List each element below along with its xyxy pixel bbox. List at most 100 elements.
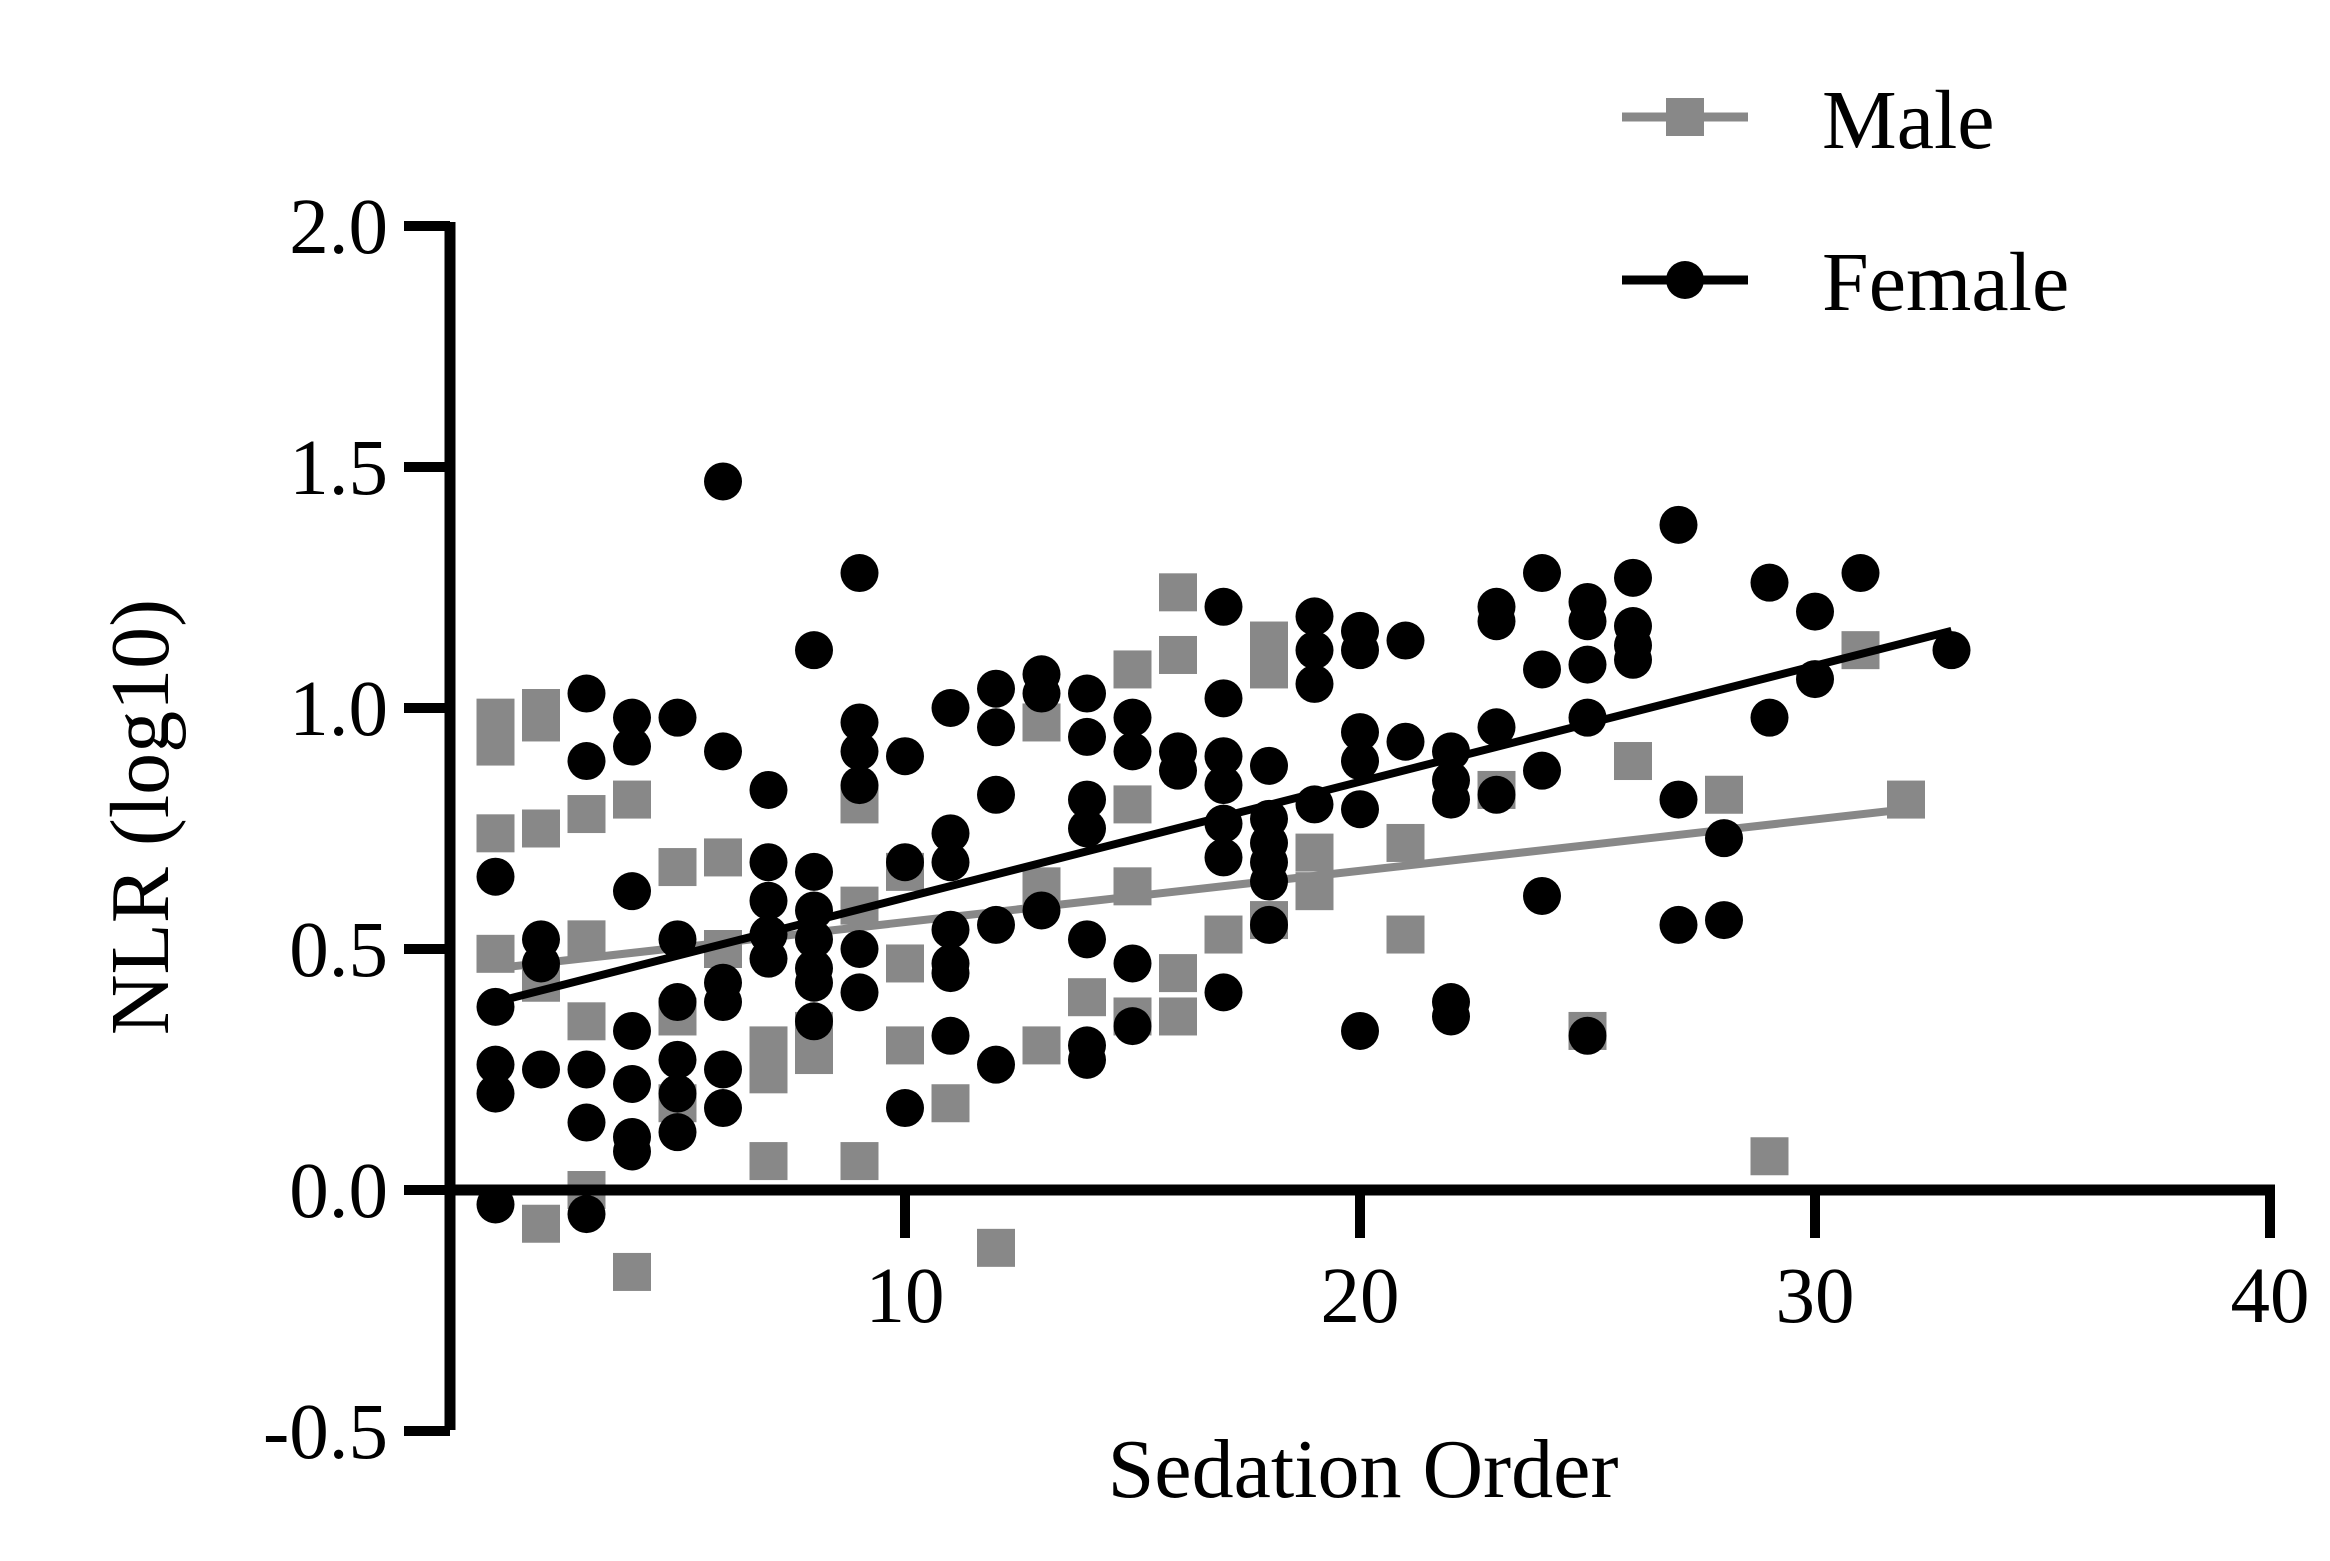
female-point	[1022, 674, 1061, 713]
legend-female-marker	[1666, 261, 1704, 299]
female-point	[1477, 775, 1516, 814]
female-point	[476, 987, 515, 1026]
female-point	[749, 881, 788, 920]
female-point	[795, 920, 833, 959]
female-point	[522, 944, 560, 983]
male-point	[1386, 823, 1425, 862]
male-point	[522, 809, 560, 848]
female-point	[977, 669, 1015, 708]
male-point	[522, 703, 560, 742]
male-point	[795, 1036, 833, 1075]
legend-label-male: Male	[1822, 74, 1995, 167]
female-point	[1068, 717, 1106, 756]
female-point	[567, 674, 606, 713]
female-point	[658, 983, 697, 1022]
female-point	[1841, 554, 1880, 593]
female-point	[567, 1050, 606, 1089]
male-point	[886, 944, 924, 983]
male-point	[567, 920, 606, 959]
x-tick-label: 30	[1776, 1253, 1855, 1340]
female-point	[1341, 631, 1379, 670]
female-point	[704, 462, 742, 501]
female-point	[840, 703, 879, 742]
female-point	[567, 742, 606, 781]
y-tick-label: 0.0	[289, 1148, 388, 1235]
female-point	[795, 631, 833, 670]
male-point	[1705, 775, 1743, 814]
female-point	[1523, 876, 1561, 915]
male-point	[1750, 1137, 1789, 1176]
female-point	[613, 727, 651, 766]
female-point	[1204, 679, 1243, 718]
female-point	[1250, 746, 1288, 785]
female-point	[1204, 973, 1243, 1012]
female-trend-line	[494, 627, 1953, 1006]
female-point	[1614, 640, 1652, 679]
male-point	[1113, 785, 1152, 824]
female-point	[931, 814, 970, 853]
male-point	[1113, 650, 1152, 689]
male-point	[1022, 1026, 1061, 1065]
male-point	[977, 1228, 1015, 1267]
female-point	[658, 1113, 697, 1152]
female-point	[1113, 698, 1152, 737]
female-point	[1341, 713, 1379, 752]
x-tick-label: 10	[866, 1253, 945, 1340]
female-point	[1750, 698, 1789, 737]
female-point	[1477, 708, 1516, 747]
male-point	[476, 814, 515, 853]
y-tick-label: 1.0	[289, 666, 388, 753]
female-point	[931, 843, 970, 882]
female-point	[1659, 780, 1698, 819]
series-layer	[476, 462, 1971, 1291]
female-point	[1068, 1040, 1106, 1079]
female-point	[1523, 650, 1561, 689]
female-point	[1432, 780, 1470, 819]
female-point	[1386, 722, 1425, 761]
female-point	[1341, 790, 1379, 829]
female-point	[1432, 997, 1470, 1036]
male-point	[1250, 650, 1288, 689]
male-point	[1386, 915, 1425, 954]
female-point	[704, 732, 742, 771]
female-point	[1068, 809, 1106, 848]
female-point	[704, 1089, 742, 1128]
female-point	[840, 766, 879, 805]
series-male	[476, 573, 1925, 1291]
y-tick-label: 2.0	[289, 184, 388, 271]
female-point	[1068, 674, 1106, 713]
female-point	[1705, 901, 1743, 940]
male-point	[613, 1252, 651, 1291]
female-point	[1204, 587, 1243, 626]
male-point	[658, 848, 697, 887]
female-point	[749, 843, 788, 882]
legend-item-female: Female	[1622, 236, 2069, 329]
y-tick-label: 0.5	[289, 907, 388, 994]
female-point	[613, 872, 651, 911]
male-point	[476, 727, 515, 766]
male-point	[1614, 742, 1652, 781]
female-point	[658, 1074, 697, 1113]
female-point	[1614, 558, 1652, 597]
y-tick-label: 1.5	[289, 425, 388, 512]
female-point	[613, 698, 651, 737]
female-point	[1796, 592, 1834, 631]
female-point	[567, 1103, 606, 1142]
female-point	[476, 857, 515, 896]
female-point	[567, 1195, 606, 1234]
female-point	[1159, 751, 1197, 790]
female-point	[1204, 838, 1243, 877]
female-point	[704, 1050, 742, 1089]
male-point	[749, 1142, 788, 1181]
female-point	[658, 1040, 697, 1079]
female-point	[1568, 1016, 1607, 1055]
female-point	[1386, 621, 1425, 660]
female-point	[1341, 1011, 1379, 1050]
y-tick-label: -0.5	[263, 1389, 388, 1476]
male-point	[1159, 635, 1197, 674]
female-point	[1523, 554, 1561, 593]
female-point	[1204, 766, 1243, 805]
female-point	[931, 910, 970, 949]
female-point	[840, 554, 879, 593]
legend: Male Female	[1622, 74, 2069, 329]
